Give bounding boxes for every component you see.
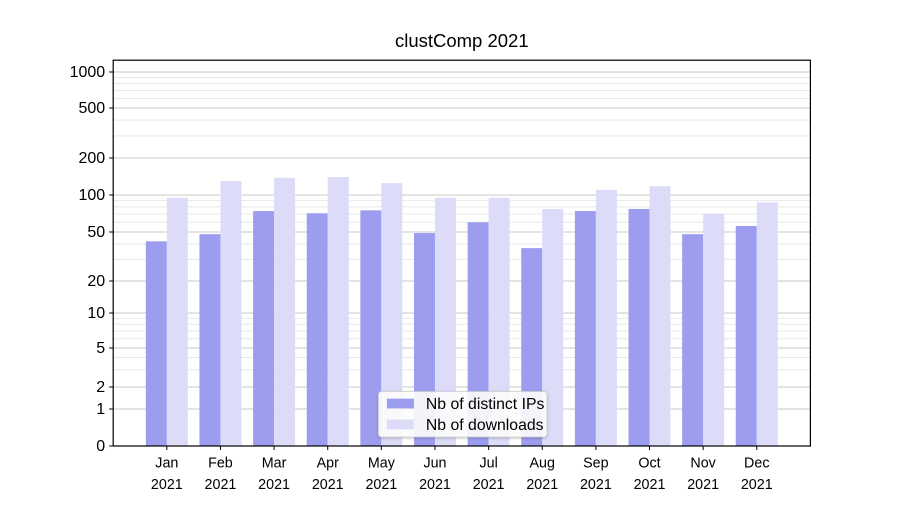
svg-text:Jul: Jul bbox=[479, 456, 497, 472]
svg-text:2021: 2021 bbox=[258, 477, 290, 493]
svg-text:May: May bbox=[368, 456, 396, 472]
svg-text:2021: 2021 bbox=[419, 477, 451, 493]
svg-text:2021: 2021 bbox=[365, 477, 397, 493]
svg-text:Oct: Oct bbox=[638, 456, 660, 472]
svg-text:2021: 2021 bbox=[741, 477, 773, 493]
svg-text:500: 500 bbox=[78, 100, 105, 117]
svg-text:2021: 2021 bbox=[580, 477, 612, 493]
svg-text:0: 0 bbox=[96, 438, 105, 455]
svg-text:2021: 2021 bbox=[312, 477, 344, 493]
svg-text:1: 1 bbox=[96, 401, 105, 418]
svg-text:Nb of downloads: Nb of downloads bbox=[426, 417, 544, 434]
svg-text:Nb of distinct IPs: Nb of distinct IPs bbox=[426, 396, 545, 413]
svg-text:2: 2 bbox=[96, 379, 105, 396]
svg-text:200: 200 bbox=[78, 150, 105, 167]
svg-text:10: 10 bbox=[87, 305, 105, 322]
svg-text:Jan: Jan bbox=[155, 456, 178, 472]
svg-text:1000: 1000 bbox=[70, 64, 106, 81]
svg-text:Apr: Apr bbox=[317, 456, 339, 472]
svg-text:Nov: Nov bbox=[690, 456, 716, 472]
svg-text:5: 5 bbox=[96, 340, 105, 357]
svg-text:2021: 2021 bbox=[151, 477, 183, 493]
svg-text:clustComp 2021: clustComp 2021 bbox=[395, 30, 529, 51]
svg-text:2021: 2021 bbox=[634, 477, 666, 493]
svg-text:Dec: Dec bbox=[744, 456, 769, 472]
svg-text:50: 50 bbox=[87, 224, 105, 241]
svg-text:Aug: Aug bbox=[530, 456, 555, 472]
svg-text:100: 100 bbox=[78, 187, 105, 204]
svg-text:Sep: Sep bbox=[583, 456, 608, 472]
svg-text:Jun: Jun bbox=[423, 456, 446, 472]
svg-text:2021: 2021 bbox=[687, 477, 719, 493]
svg-text:Feb: Feb bbox=[208, 456, 233, 472]
svg-text:2021: 2021 bbox=[473, 477, 505, 493]
svg-text:2021: 2021 bbox=[526, 477, 558, 493]
svg-text:2021: 2021 bbox=[205, 477, 237, 493]
svg-text:Mar: Mar bbox=[262, 456, 287, 472]
svg-text:20: 20 bbox=[87, 273, 105, 290]
